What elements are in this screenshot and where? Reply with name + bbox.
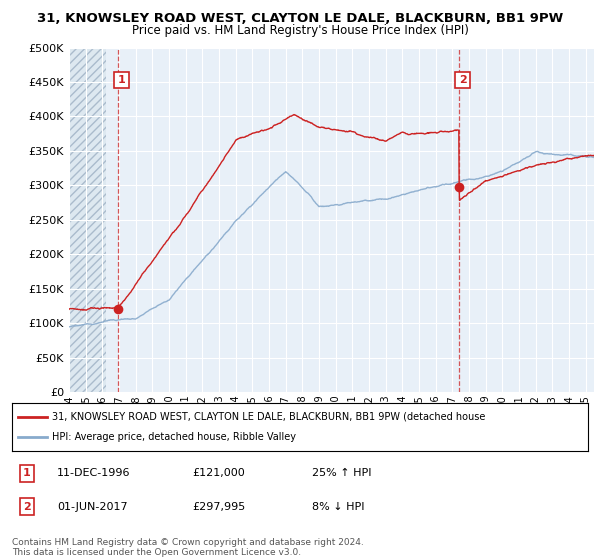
Text: 25% ↑ HPI: 25% ↑ HPI: [312, 468, 371, 478]
Text: £297,995: £297,995: [192, 502, 245, 512]
Text: 8% ↓ HPI: 8% ↓ HPI: [312, 502, 365, 512]
Text: 1: 1: [23, 468, 31, 478]
Text: HPI: Average price, detached house, Ribble Valley: HPI: Average price, detached house, Ribb…: [52, 432, 296, 442]
Text: 31, KNOWSLEY ROAD WEST, CLAYTON LE DALE, BLACKBURN, BB1 9PW (detached house: 31, KNOWSLEY ROAD WEST, CLAYTON LE DALE,…: [52, 412, 485, 422]
Text: 2: 2: [23, 502, 31, 512]
Text: 01-JUN-2017: 01-JUN-2017: [57, 502, 128, 512]
Text: 11-DEC-1996: 11-DEC-1996: [57, 468, 131, 478]
Text: £121,000: £121,000: [192, 468, 245, 478]
Text: 2: 2: [459, 75, 467, 85]
Text: 1: 1: [118, 75, 125, 85]
Text: Contains HM Land Registry data © Crown copyright and database right 2024.
This d: Contains HM Land Registry data © Crown c…: [12, 538, 364, 557]
Text: Price paid vs. HM Land Registry's House Price Index (HPI): Price paid vs. HM Land Registry's House …: [131, 24, 469, 36]
Bar: [69, 48, 106, 392]
Text: 31, KNOWSLEY ROAD WEST, CLAYTON LE DALE, BLACKBURN, BB1 9PW: 31, KNOWSLEY ROAD WEST, CLAYTON LE DALE,…: [37, 12, 563, 25]
